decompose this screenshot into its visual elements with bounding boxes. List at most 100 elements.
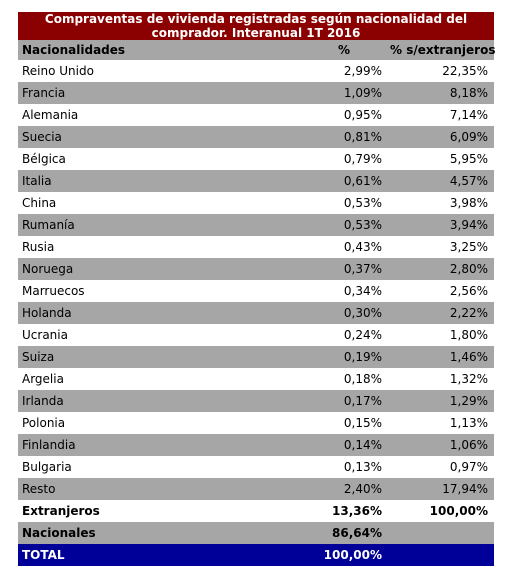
nationality-table-container: Compraventas de vivienda registradas seg… xyxy=(18,12,495,566)
cell-pct: 1,09% xyxy=(302,82,386,104)
table-row: China 0,53% 3,98% xyxy=(18,192,494,214)
table-row: Polonia 0,15% 1,13% xyxy=(18,412,494,434)
table-row: Finlandia 0,14% 1,06% xyxy=(18,434,494,456)
cell-pct-ext: 1,80% xyxy=(449,328,488,342)
cell-pct: 2,99% xyxy=(343,64,382,78)
table-row: Reino Unido 2,99% 22,35% xyxy=(18,60,494,82)
cell-pct: 0,95% xyxy=(343,108,382,122)
table-title-line-2: comprador. Interanual 1T 2016 xyxy=(151,26,361,40)
cell-pct-ext: 22,35% xyxy=(442,64,488,78)
table-row: Alemania 0,95% 7,14% xyxy=(18,104,494,126)
cell-pct-ext: 2,56% xyxy=(449,284,488,298)
cell-pct: 0,13% xyxy=(343,460,382,474)
table-row: Irlanda 0,17% 1,29% xyxy=(18,390,494,412)
cell-pct-ext: 7,14% xyxy=(449,108,488,122)
cell-pct-ext xyxy=(386,522,494,544)
cell-pct: 0,53% xyxy=(343,196,382,210)
cell-name: Rusia xyxy=(22,240,55,254)
header-pct: % xyxy=(302,40,386,60)
cell-name: Argelia xyxy=(22,372,64,386)
cell-pct: 86,64% xyxy=(302,522,386,544)
cell-pct: 0,37% xyxy=(302,258,386,280)
cell-pct: 0,19% xyxy=(302,346,386,368)
cell-pct: 0,14% xyxy=(302,434,386,456)
table-row: Argelia 0,18% 1,32% xyxy=(18,368,494,390)
cell-pct: 0,43% xyxy=(343,240,382,254)
cell-pct-ext: 1,13% xyxy=(449,416,488,430)
table-body: Reino Unido 2,99% 22,35% Francia 1,09% 8,18% A… xyxy=(18,60,494,566)
cell-name: Polonia xyxy=(22,416,66,430)
cell-name: Reino Unido xyxy=(22,64,94,78)
table-row: Suiza 0,19% 1,46% xyxy=(18,346,494,368)
table-row: Bélgica 0,79% 5,95% xyxy=(18,148,494,170)
cell-pct: 0,17% xyxy=(302,390,386,412)
cell-pct-ext: 3,25% xyxy=(449,240,488,254)
cell-name: Ucrania xyxy=(22,328,68,342)
cell-pct-ext: 1,46% xyxy=(386,346,494,368)
extranjeros-row: Extranjeros 13,36% 100,00% xyxy=(18,500,494,522)
cell-name: Suecia xyxy=(18,126,302,148)
cell-pct-ext: 3,98% xyxy=(449,196,488,210)
cell-pct: 13,36% xyxy=(332,504,382,518)
cell-pct: 2,40% xyxy=(302,478,386,500)
header-pct-extranjeros: % s/extranjeros xyxy=(386,40,495,60)
cell-name: TOTAL xyxy=(18,544,302,566)
cell-pct-ext: 17,94% xyxy=(386,478,494,500)
cell-pct-ext: 2,22% xyxy=(386,302,494,324)
cell-name: Nacionales xyxy=(18,522,302,544)
table-row: Suecia 0,81% 6,09% xyxy=(18,126,494,148)
cell-name: Extranjeros xyxy=(22,504,100,518)
cell-pct: 0,81% xyxy=(302,126,386,148)
cell-name: Noruega xyxy=(18,258,302,280)
cell-name: Marruecos xyxy=(22,284,85,298)
table-row: Resto 2,40% 17,94% xyxy=(18,478,494,500)
cell-pct-ext: 0,97% xyxy=(449,460,488,474)
table-row: Francia 1,09% 8,18% xyxy=(18,82,494,104)
cell-pct-ext: 8,18% xyxy=(386,82,494,104)
cell-pct: 0,30% xyxy=(302,302,386,324)
cell-name: China xyxy=(22,196,57,210)
table-row: Ucrania 0,24% 1,80% xyxy=(18,324,494,346)
cell-name: Italia xyxy=(18,170,302,192)
cell-pct-ext: 6,09% xyxy=(386,126,494,148)
cell-name: Irlanda xyxy=(18,390,302,412)
cell-pct: 0,34% xyxy=(343,284,382,298)
cell-pct: 0,24% xyxy=(343,328,382,342)
table-title-line-1: Compraventas de vivienda registradas seg… xyxy=(44,12,468,26)
cell-pct-ext: 2,80% xyxy=(386,258,494,280)
table-row: Bulgaria 0,13% 0,97% xyxy=(18,456,494,478)
cell-pct-ext xyxy=(386,544,494,566)
cell-pct-ext: 1,06% xyxy=(386,434,494,456)
table-row: Rumanía 0,53% 3,94% xyxy=(18,214,494,236)
cell-pct-ext: 1,32% xyxy=(449,372,488,386)
cell-name: Alemania xyxy=(22,108,79,122)
header-row: Nacionalidades % % s/extranjeros xyxy=(18,40,495,60)
cell-pct-ext: 100,00% xyxy=(429,504,488,518)
cell-pct-ext: 5,95% xyxy=(449,152,488,166)
table-row: Marruecos 0,34% 2,56% xyxy=(18,280,494,302)
cell-pct-ext: 4,57% xyxy=(386,170,494,192)
cell-name: Bulgaria xyxy=(22,460,72,474)
cell-pct: 0,15% xyxy=(343,416,382,430)
nacionales-row: Nacionales 86,64% xyxy=(18,522,494,544)
table-row: Rusia 0,43% 3,25% xyxy=(18,236,494,258)
table-row: Noruega 0,37% 2,80% xyxy=(18,258,494,280)
cell-name: Rumanía xyxy=(18,214,302,236)
total-row: TOTAL 100,00% xyxy=(18,544,494,566)
cell-name: Bélgica xyxy=(22,152,66,166)
cell-name: Francia xyxy=(18,82,302,104)
cell-name: Holanda xyxy=(18,302,302,324)
table-row: Italia 0,61% 4,57% xyxy=(18,170,494,192)
cell-name: Finlandia xyxy=(18,434,302,456)
cell-pct: 0,79% xyxy=(343,152,382,166)
cell-pct: 0,18% xyxy=(343,372,382,386)
cell-pct: 0,61% xyxy=(302,170,386,192)
table-row: Holanda 0,30% 2,22% xyxy=(18,302,494,324)
cell-pct: 100,00% xyxy=(302,544,386,566)
cell-pct: 0,53% xyxy=(302,214,386,236)
cell-pct-ext: 1,29% xyxy=(386,390,494,412)
nationality-table: Nacionalidades % % s/extranjeros Reino U… xyxy=(18,40,495,566)
cell-name: Resto xyxy=(18,478,302,500)
header-nacionalidades: Nacionalidades xyxy=(18,40,302,60)
cell-name: Suiza xyxy=(18,346,302,368)
